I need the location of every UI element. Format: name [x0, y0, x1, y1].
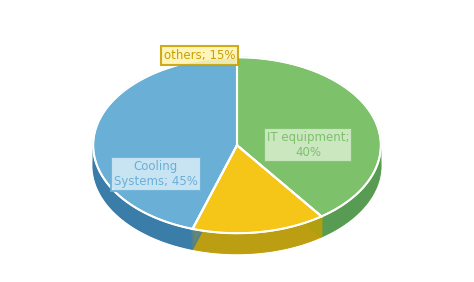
Polygon shape [237, 145, 321, 237]
Polygon shape [192, 216, 321, 254]
Polygon shape [237, 57, 381, 216]
Text: IT equipment;
40%: IT equipment; 40% [267, 131, 349, 159]
Polygon shape [192, 145, 321, 233]
Polygon shape [93, 57, 237, 229]
Text: others; 15%: others; 15% [164, 49, 236, 62]
Polygon shape [192, 145, 237, 249]
Polygon shape [237, 145, 321, 237]
Ellipse shape [93, 78, 381, 254]
Polygon shape [192, 145, 237, 249]
Text: Cooling
Systems; 45%: Cooling Systems; 45% [114, 160, 198, 188]
Polygon shape [321, 145, 381, 237]
Polygon shape [93, 146, 192, 249]
